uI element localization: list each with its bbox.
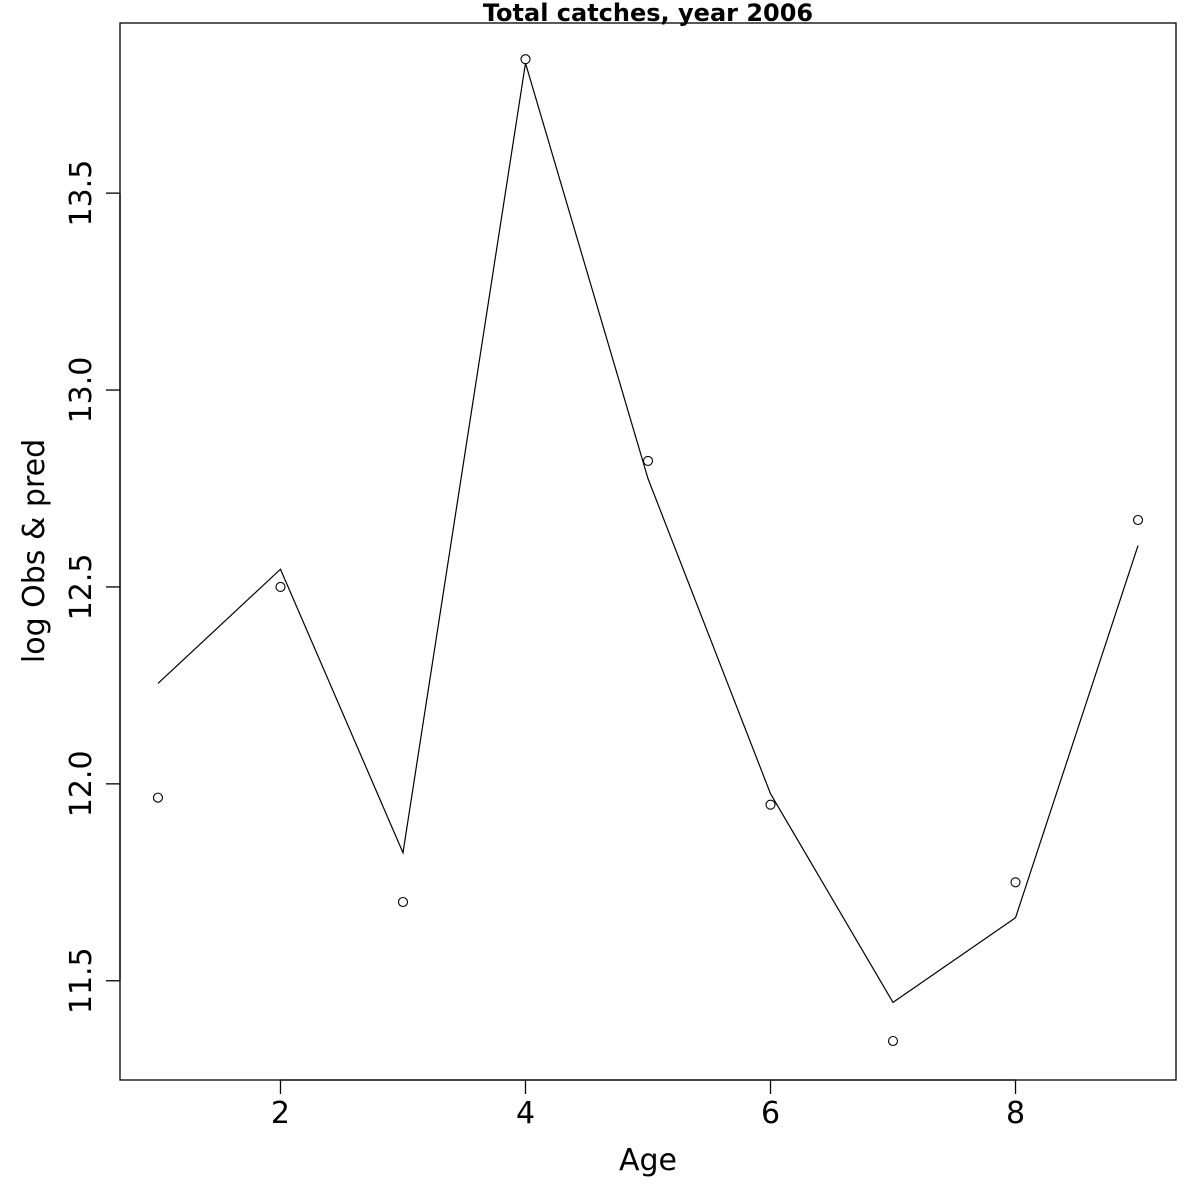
series-layer [152,54,1144,1047]
x-tick-label: 4 [516,1096,535,1131]
x-tick-label: 2 [271,1096,290,1131]
y-tick-label: 12.5 [64,554,99,621]
observed-point [765,799,776,810]
observed-point [642,455,654,466]
observed-point [520,54,531,65]
x-axis: 2 4 6 8 [271,1079,1025,1131]
observed-point [1132,514,1144,526]
x-tick-label: 6 [761,1096,780,1131]
observed-point [887,1035,899,1047]
predicted-line [157,62,1139,1004]
x-tick-label: 8 [1006,1096,1025,1131]
y-tick-label: 13.5 [64,160,99,227]
observed-point [1010,877,1021,888]
y-axis-label: log Obs & pred [17,439,52,663]
observed-point [397,896,409,908]
observed-point [152,792,164,803]
y-axis: 11.5 12.0 12.5 13.0 13.5 [64,160,121,1014]
y-tick-label: 12.0 [64,750,99,817]
x-axis-label: Age [619,1143,677,1178]
y-tick-label: 13.0 [64,357,99,424]
y-tick-label: 11.5 [64,947,99,1014]
observed-point [275,581,286,592]
plot-frame [119,22,1177,1081]
